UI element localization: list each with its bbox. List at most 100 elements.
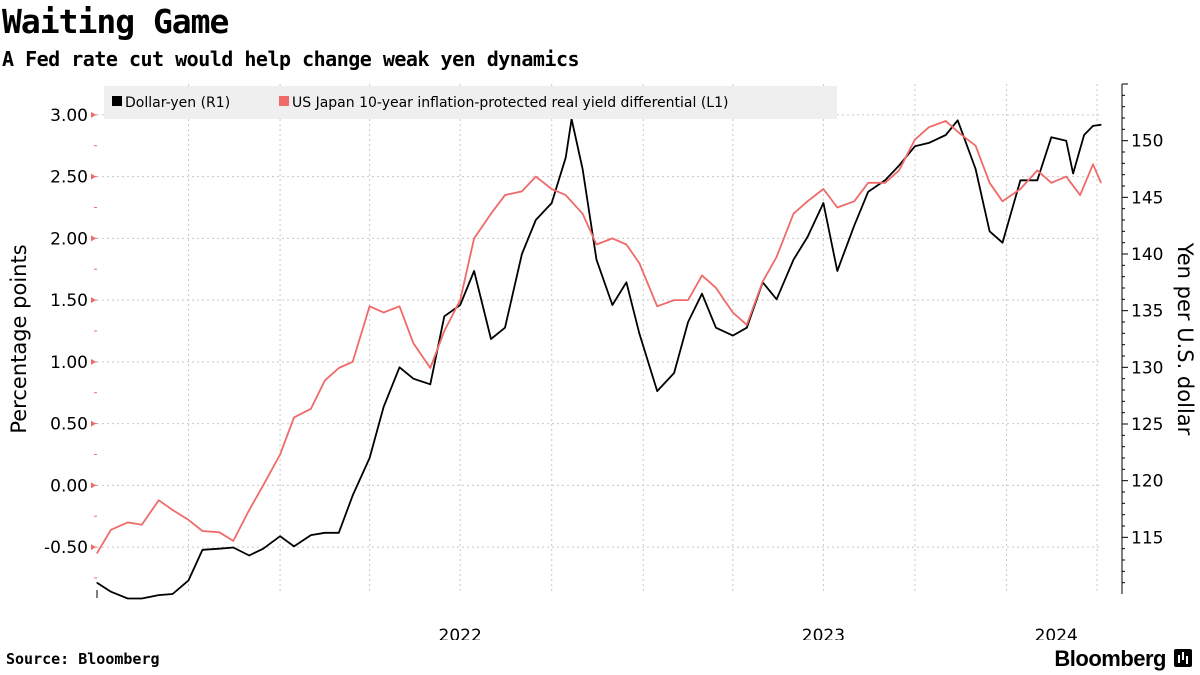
dollar-yen-point: [989, 230, 991, 232]
left-axis-tick: [91, 173, 96, 180]
real-yield-point: [898, 169, 900, 171]
real-yield-point: [412, 342, 414, 344]
dollar-yen-point: [914, 145, 916, 147]
real-yield-point: [248, 509, 250, 511]
left-axis-tick: [91, 235, 96, 242]
dollar-yen-point: [595, 259, 598, 261]
left-axis-tick: [91, 420, 96, 427]
dollar-yen-point: [1001, 242, 1004, 244]
real-yield-point: [1100, 182, 1102, 184]
real-yield-point: [429, 367, 431, 369]
dollar-yen-point: [673, 372, 675, 374]
dollar-yen-point: [218, 548, 220, 550]
chart-subtitle: A Fed rate cut would help change weak ye…: [2, 47, 580, 71]
real-yield-point: [232, 540, 234, 542]
dollar-yen-point: [867, 191, 869, 193]
dollar-yen-point: [459, 304, 461, 306]
right-axis-tick-label: 130: [1131, 358, 1163, 378]
dollar-yen-point: [1065, 140, 1067, 142]
left-axis-title: Percentage points: [7, 244, 31, 433]
left-axis-tick-label: 0.50: [50, 415, 88, 435]
right-axis-title: Yen per U.S. dollar: [1173, 242, 1197, 436]
dollar-yen-point: [656, 390, 658, 392]
left-axis-tick-label: 2.50: [50, 168, 88, 188]
left-axis-tick-label: 2.00: [50, 229, 88, 249]
legend-background: [104, 86, 837, 119]
dollar-yen-point: [96, 582, 98, 584]
dollar-yen-point: [141, 597, 143, 600]
real-yield-point: [1065, 176, 1067, 178]
dollar-yen-point: [369, 457, 371, 459]
dollar-yen-point: [715, 327, 717, 329]
brand-logo: Bloomberg: [1054, 646, 1166, 671]
dollar-yen-point: [945, 134, 947, 136]
legend-swatch: [279, 96, 289, 106]
left-axis-tick-label: 0.00: [50, 476, 88, 496]
real-yield-point: [459, 299, 461, 301]
left-axis-tick: [91, 111, 96, 118]
dollar-yen-point: [806, 236, 809, 238]
real-yield-point: [490, 213, 492, 215]
real-yield-point: [338, 367, 340, 369]
dollar-yen-point: [551, 202, 553, 204]
dollar-yen-point: [521, 253, 523, 255]
dollar-yen-point: [701, 293, 703, 295]
real-yield-point: [201, 530, 204, 532]
dollar-yen-point: [279, 535, 281, 537]
real-yield-point: [792, 213, 795, 215]
real-yield-point: [989, 182, 991, 184]
left-axis-tick-label: 3.00: [50, 106, 88, 126]
left-axis-tick: [91, 358, 96, 365]
dollar-yen-point: [398, 366, 401, 368]
real-yield-point: [853, 200, 855, 202]
dollar-yen-point: [324, 532, 326, 534]
real-yield-point: [324, 379, 326, 381]
dollar-yen-point: [232, 546, 234, 549]
right-axis-tick-label: 135: [1131, 302, 1163, 322]
x-axis-tick-label: 2024: [1035, 626, 1078, 640]
real-yield-point: [836, 206, 838, 209]
dollar-yen-point: [625, 281, 628, 283]
real-yield-point: [625, 243, 628, 246]
dollar-yen-point: [158, 594, 160, 596]
dollar-yen-point: [352, 494, 354, 496]
dollar-yen-point: [412, 378, 414, 380]
dollar-yen-point: [792, 259, 795, 261]
real-yield-point: [687, 299, 689, 301]
right-axis-tick-label: 125: [1131, 415, 1163, 435]
left-axis-tick: [91, 297, 96, 304]
dollar-yen-point: [535, 219, 537, 221]
right-axis-tick-label: 150: [1131, 132, 1163, 152]
legend-entry: Dollar-yen (R1): [125, 95, 230, 111]
dollar-yen-point: [248, 554, 250, 557]
real-yield-point: [262, 484, 264, 486]
real-yield-point: [746, 324, 748, 326]
dollar-yen-point: [836, 270, 838, 272]
dollar-yen-point: [504, 327, 506, 329]
real-yield-point: [110, 529, 112, 531]
dollar-yen-point: [638, 332, 640, 334]
real-yield-point: [1019, 188, 1022, 190]
real-yield-point: [551, 188, 553, 190]
real-yield-point: [959, 132, 961, 134]
dollar-yen-point: [201, 549, 204, 551]
dollar-yen-point: [110, 591, 112, 593]
dollar-yen-point: [262, 548, 264, 550]
bloomberg-terminal-icon: [1174, 649, 1192, 667]
dollar-yen-point: [443, 315, 445, 317]
source-note: Source: Bloomberg: [6, 650, 160, 668]
legend: Dollar-yen (R1) US Japan 10-year inflatio…: [104, 86, 837, 119]
real-yield-point: [310, 408, 312, 410]
real-yield-point: [806, 200, 809, 202]
dollar-yen-point: [172, 593, 174, 595]
real-yield-point: [218, 531, 220, 533]
real-yield-point: [656, 305, 658, 307]
dollar-yen-point: [732, 335, 734, 337]
dollar-yen-point: [127, 597, 129, 600]
grid-layer: [97, 84, 1102, 594]
real-yield-point: [582, 213, 584, 215]
dollar-yen-point: [187, 579, 190, 582]
real-yield-point: [762, 281, 764, 283]
real-yield-point: [914, 139, 916, 141]
real-yield-point: [975, 145, 977, 147]
